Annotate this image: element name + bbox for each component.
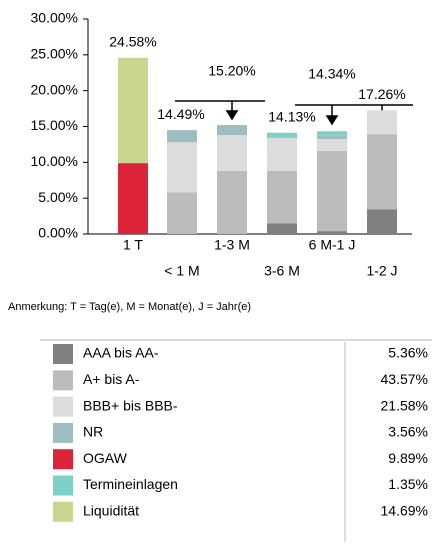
y-tick-label: 25.00%: [31, 46, 78, 62]
total-label: 24.58%: [109, 34, 156, 50]
x-tick-label: 1 T: [123, 237, 143, 253]
y-tick-label: 0.00%: [38, 225, 78, 241]
y-tick-label: 15.00%: [31, 117, 78, 133]
legend-share: 9.89%: [388, 450, 428, 466]
total-label: 15.20%: [208, 63, 255, 79]
legend-name: NR: [83, 424, 103, 440]
legend-name: OGAW: [83, 450, 128, 466]
legend-swatch: [53, 396, 73, 417]
bar-segment: [317, 139, 347, 151]
legend-swatch: [53, 422, 73, 443]
bar-segment: [167, 192, 197, 234]
bar-segment: [317, 231, 347, 234]
bar-segment: [267, 170, 297, 224]
legend-name: Termineinlagen: [83, 476, 178, 492]
bar-segment: [367, 134, 397, 210]
legend-swatch: [53, 449, 73, 470]
x-tick-label: < 1 M: [164, 263, 199, 279]
legend-name: BBB+ bis BBB-: [83, 397, 178, 413]
x-tick-label: 3-6 M: [264, 263, 300, 279]
x-tick-label: 6 M-1 J: [309, 237, 356, 253]
bar-segment: [267, 137, 297, 171]
bar-segment: [267, 223, 297, 234]
bar-segment: [267, 132, 297, 138]
bar-segment: [167, 130, 197, 143]
x-tick-label: 1-3 M: [214, 237, 250, 253]
total-label: 14.34%: [308, 66, 355, 82]
bar-segment: [217, 125, 247, 136]
total-label: 17.26%: [358, 86, 405, 102]
bar-segment: [317, 135, 347, 140]
bar-segment: [317, 131, 347, 136]
note: Anmerkung: T = Tag(e), M = Monat(e), J =…: [8, 301, 251, 313]
y-tick-label: 10.00%: [31, 153, 78, 169]
total-label: 14.13%: [268, 108, 315, 124]
legend-swatch: [53, 501, 73, 522]
legend-share: 1.35%: [388, 476, 428, 492]
y-tick-label: 30.00%: [31, 10, 78, 26]
bar-segment: [367, 209, 397, 234]
total-label: 14.49%: [157, 106, 204, 122]
bar-segment: [118, 57, 148, 164]
bar-segment: [367, 110, 397, 135]
legend-swatch: [53, 370, 73, 391]
x-tick-label: 1-2 J: [366, 263, 397, 279]
legend-swatch: [53, 344, 73, 364]
legend-share: 21.58%: [381, 397, 428, 413]
legend-share: 14.69%: [381, 503, 428, 519]
y-tick-label: 20.00%: [31, 81, 78, 97]
bar-segment: [217, 170, 247, 234]
bar-segment: [167, 142, 197, 193]
legend-name: A+ bis A-: [83, 371, 140, 387]
bar-segment: [217, 135, 247, 171]
legend-share: 43.57%: [381, 371, 428, 387]
y-tick-label: 5.00%: [38, 189, 78, 205]
legend-swatch: [53, 475, 73, 496]
legend-name: Liquidität: [83, 503, 139, 519]
bar-segment: [118, 163, 148, 234]
legend-name: AAA bis AA-: [83, 345, 159, 361]
bar-segment: [317, 150, 347, 232]
legend-share: 3.56%: [388, 424, 428, 440]
legend-share: 5.36%: [388, 345, 428, 361]
